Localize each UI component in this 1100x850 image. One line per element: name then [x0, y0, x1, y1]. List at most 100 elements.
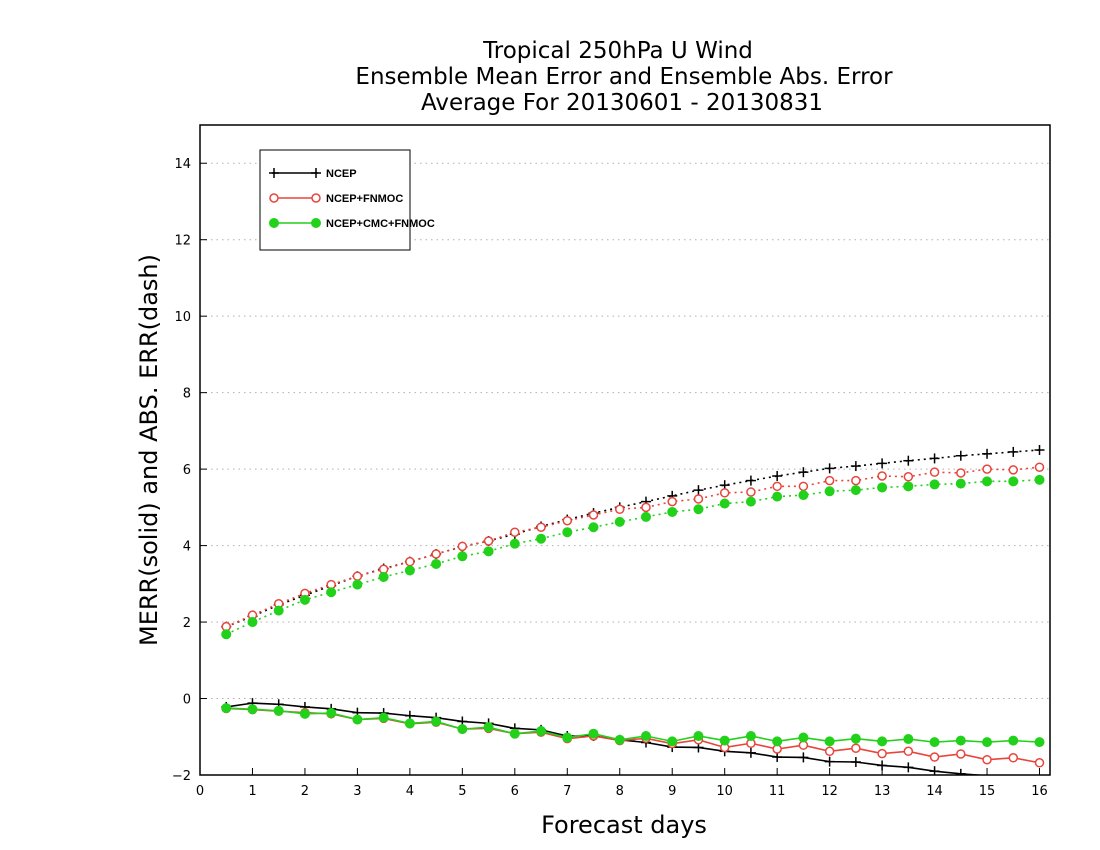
mean-error-point: [903, 746, 914, 757]
legend-box: [259, 149, 411, 251]
abs-error-point: [1034, 445, 1045, 455]
legend-marker: [311, 218, 321, 228]
mean-error-point: [877, 748, 887, 759]
x-tick-label: 3: [353, 784, 361, 799]
abs-error-point: [877, 482, 888, 493]
abs-error-point: [929, 479, 940, 490]
abs-error-point: [798, 481, 809, 492]
abs-error-point: [719, 488, 730, 498]
abs-error-point: [457, 541, 468, 552]
x-tick-label: 13: [874, 784, 891, 799]
mean-error-point: [929, 752, 940, 762]
mean-error-point: [903, 734, 914, 745]
abs-error-point: [903, 455, 914, 466]
mean-error-point: [745, 731, 756, 741]
x-axis-ticks: 0 1 2 3 4 5 6 7 8 9 10 11 12 13 14 15 16: [196, 768, 1048, 799]
mean-error-point: [326, 708, 337, 719]
abs-error-point: [955, 478, 966, 489]
legend-entry-ncep: NCEP: [269, 168, 357, 180]
abs-error-point: [326, 587, 337, 598]
legend-marker: [311, 193, 321, 203]
abs-error-point: [1008, 476, 1019, 487]
abs-error-point: [746, 487, 756, 497]
abs-error-point: [798, 467, 809, 478]
abs-error-point: [824, 463, 835, 474]
abs-error-point: [431, 558, 442, 569]
abs-error-point: [641, 502, 651, 513]
y-axis-ticks: −2 0 2 4 6 8 10 12 14: [172, 157, 207, 784]
mean-error-point: [562, 732, 573, 743]
mean-error-point: [221, 703, 232, 714]
x-tick-label: 9: [668, 784, 676, 799]
abs-error-point: [667, 506, 678, 517]
abs-error-point: [615, 504, 625, 515]
abs-error-point: [1008, 465, 1019, 475]
mean-error-point: [772, 736, 783, 747]
abs-error-point: [877, 458, 888, 469]
y-tick-label: −2: [172, 769, 191, 784]
abs-error-point: [457, 551, 468, 562]
abs-error-point: [483, 546, 494, 557]
mean-error-ncep-fnmoc: [221, 703, 1045, 768]
abs-error-point: [824, 486, 835, 497]
mean-error-point: [877, 736, 888, 747]
mean-error-point: [352, 714, 363, 725]
abs-error-point: [614, 516, 625, 527]
mean-error-point: [851, 743, 861, 753]
abs-error-point: [719, 498, 730, 509]
mean-error-ncep-cmc-fnmoc: [221, 703, 1045, 748]
y-tick-label: 6: [183, 463, 191, 478]
mean-error-point: [247, 704, 258, 715]
abs-error-point: [929, 467, 940, 477]
legend-marker: [269, 218, 279, 228]
abs-error-point: [851, 475, 861, 486]
mean-error-point: [824, 736, 835, 747]
abs-error-point: [588, 510, 599, 520]
x-tick-label: 15: [979, 784, 996, 799]
abs-error-point: [850, 461, 861, 472]
mean-error-point: [378, 712, 389, 723]
abs-error-line-ncep-fnmoc: [225, 466, 1040, 628]
abs-error-point: [483, 536, 494, 546]
mean-error-point: [536, 726, 547, 737]
y-tick-label: 14: [174, 157, 191, 172]
abs-error-point: [509, 538, 520, 549]
title-line-3: Average For 20130601 - 20130831: [421, 90, 823, 116]
abs-error-point: [903, 472, 914, 482]
mean-error-point: [850, 757, 861, 767]
mean-error-point: [850, 733, 861, 744]
abs-error-point: [798, 490, 809, 501]
abs-error-line-ncep-cmc-fnmoc: [225, 479, 1040, 636]
abs-error-point: [956, 468, 966, 478]
mean-error-point: [903, 762, 914, 773]
title-line-1: Tropical 250hPa U Wind: [482, 38, 753, 64]
x-tick-label: 1: [248, 784, 256, 799]
y-tick-label: 2: [183, 616, 191, 631]
abs-error-point: [378, 571, 389, 582]
abs-error-point: [824, 475, 835, 486]
y-tick-label: 4: [183, 540, 191, 555]
series-ncep: [221, 445, 1045, 775]
x-tick-label: 11: [769, 784, 786, 799]
mean-error-point: [509, 728, 520, 739]
mean-error-point: [1008, 753, 1019, 763]
mean-error-point: [457, 724, 468, 735]
x-tick-label: 0: [196, 784, 204, 799]
mean-error-point: [640, 731, 651, 741]
abs-error-point: [562, 515, 573, 526]
abs-error-point: [772, 471, 783, 481]
abs-error-point: [431, 549, 441, 559]
abs-error-point: [772, 481, 782, 492]
mean-error-point: [693, 731, 704, 741]
mean-error-point: [824, 746, 835, 757]
chart-title: Tropical 250hPa U Wind Ensemble Mean Err…: [355, 38, 893, 116]
abs-error-line-ncep: [225, 449, 1040, 628]
abs-error-point: [588, 522, 599, 533]
x-tick-label: 6: [511, 784, 519, 799]
x-tick-label: 8: [616, 784, 624, 799]
x-tick-label: 14: [926, 784, 943, 799]
abs-error-point: [929, 453, 940, 464]
mean-error-point: [431, 716, 442, 727]
series-ncep-cmc-fnmoc: [221, 474, 1045, 748]
